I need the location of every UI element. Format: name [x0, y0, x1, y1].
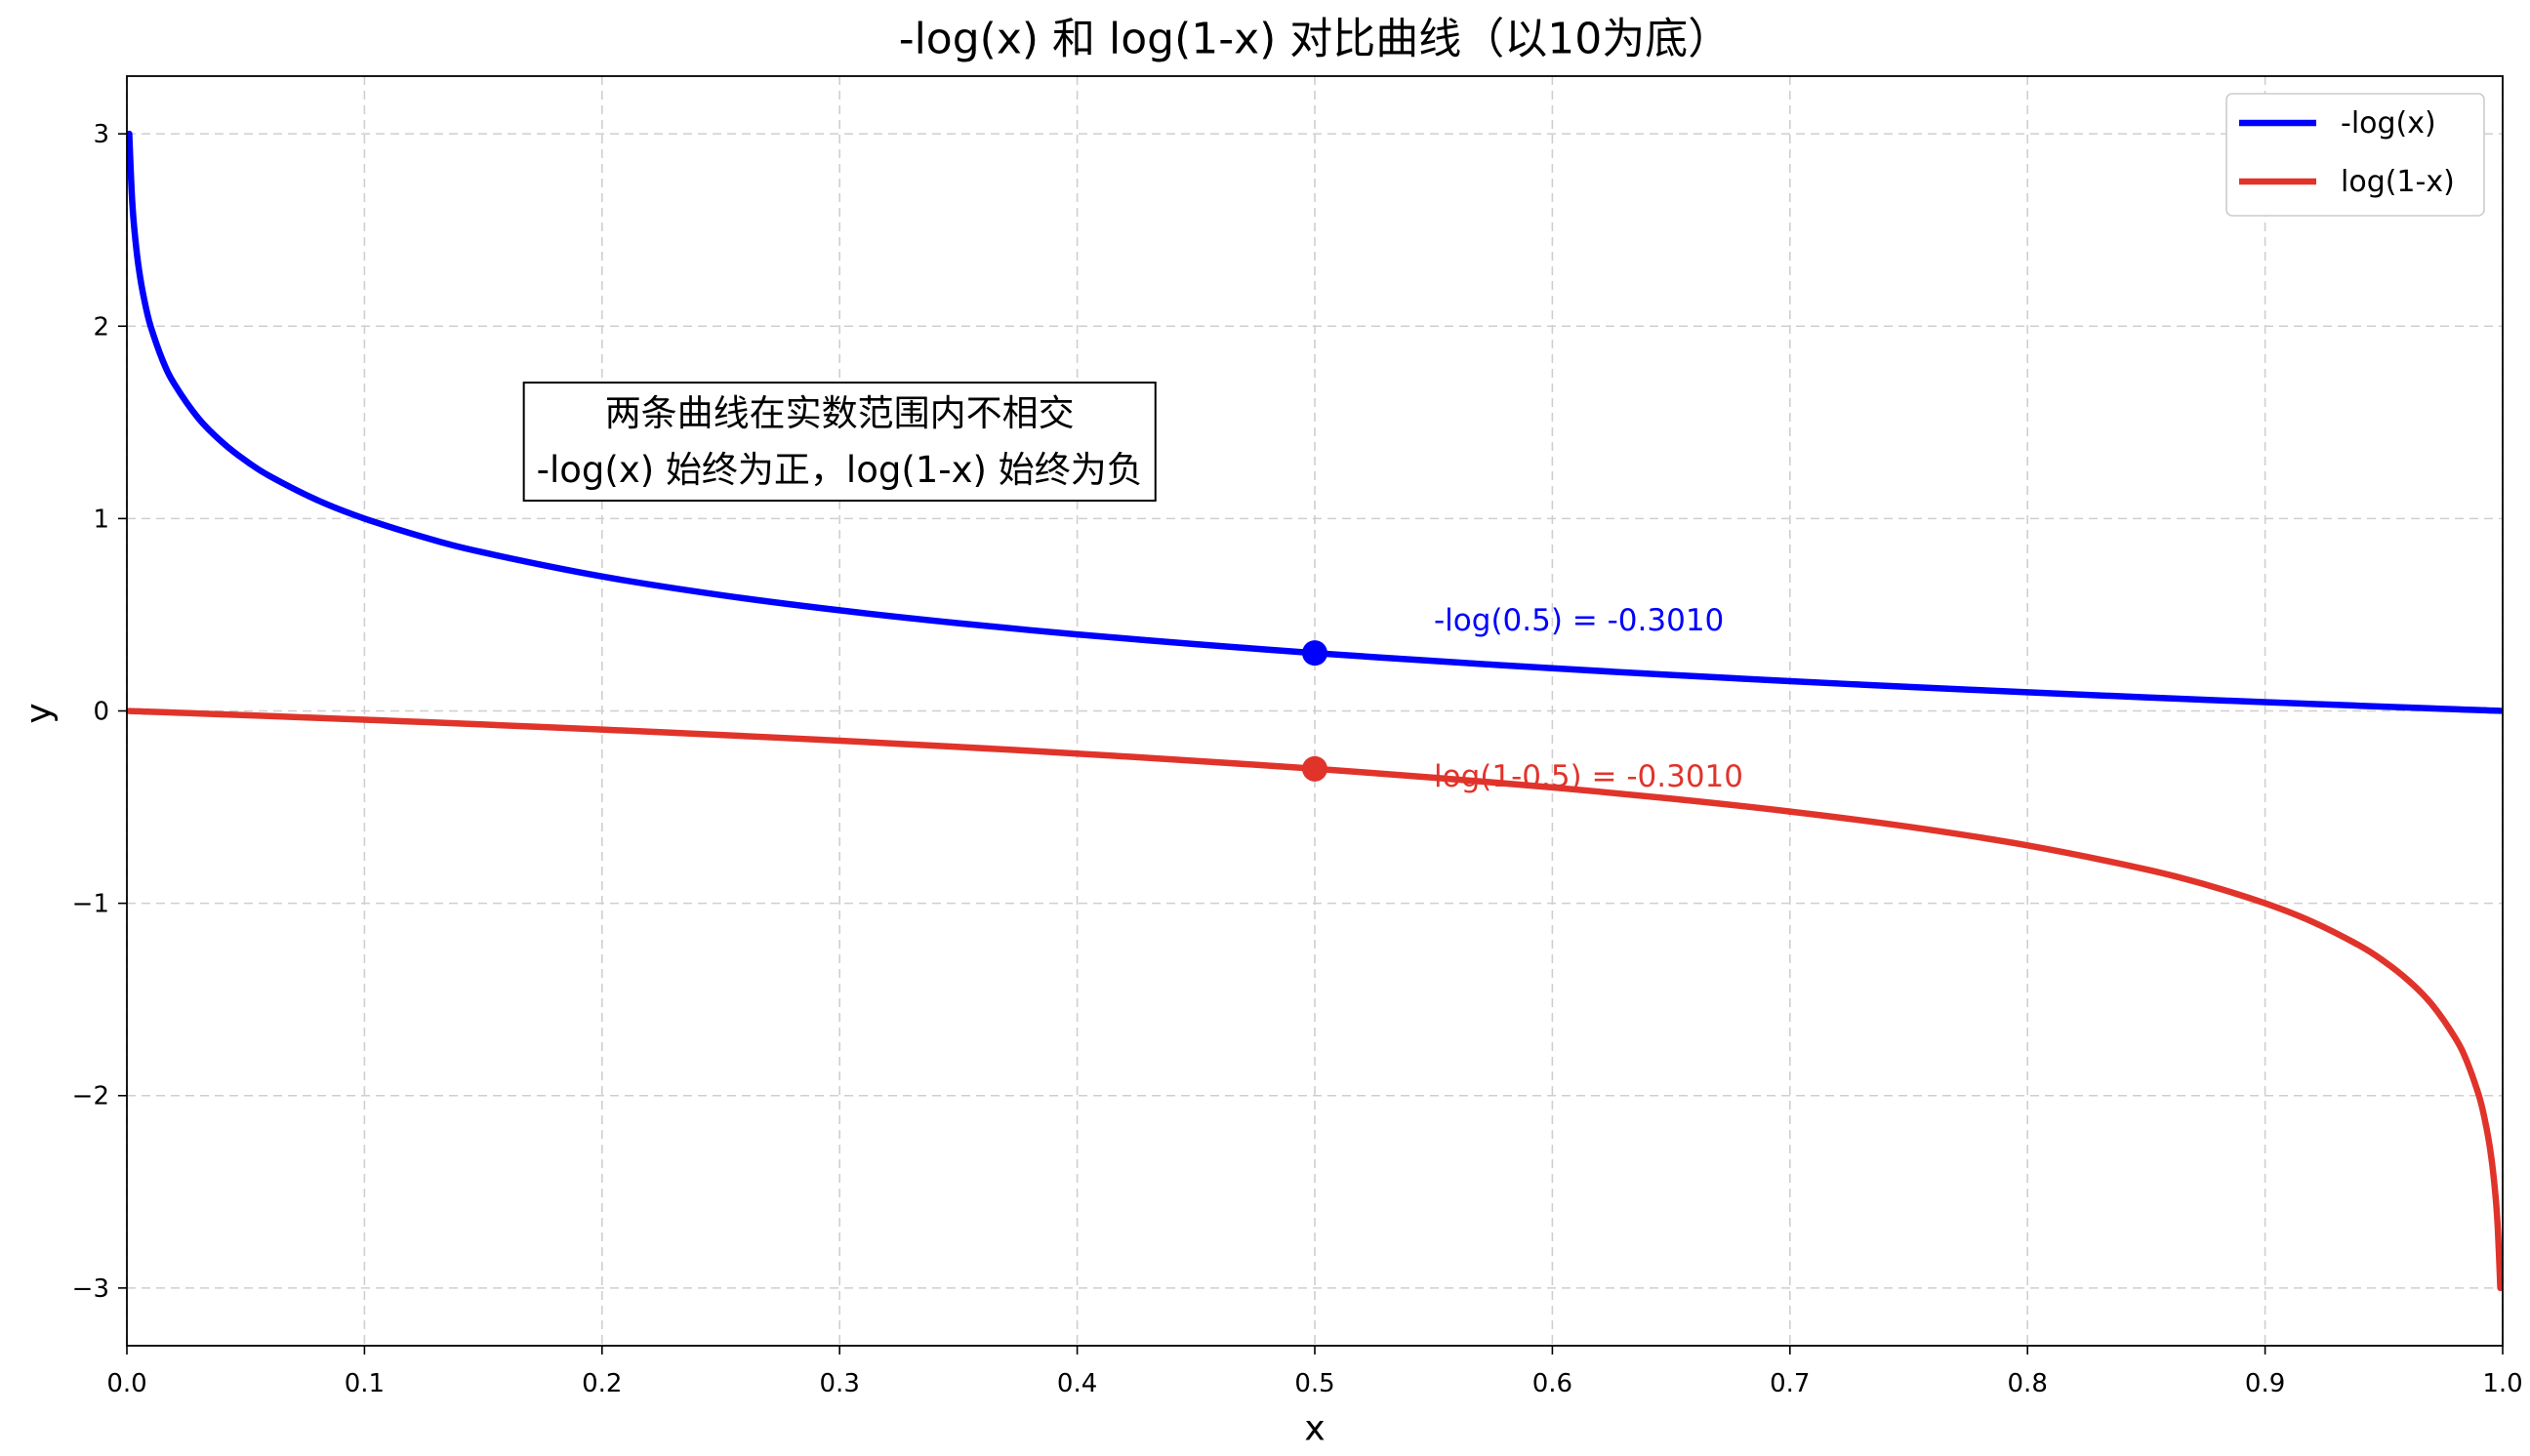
y-axis-label: y — [20, 703, 60, 723]
x-axis-ticks: 0.0 0.1 0.2 0.3 0.4 0.5 0.6 0.7 0.8 0.9 1.0 — [106, 1346, 2523, 1398]
x-tick-label: 0.8 — [2008, 1369, 2048, 1398]
x-tick-label: 0.5 — [1294, 1369, 1334, 1398]
x-tick-label: 0.3 — [820, 1369, 860, 1398]
x-tick-label: 0.7 — [1770, 1369, 1810, 1398]
y-axis-ticks: −3 −2 −1 0 1 2 3 — [72, 120, 127, 1304]
y-tick-label: −2 — [72, 1082, 109, 1112]
y-tick-label: 0 — [93, 698, 109, 727]
highlight-points — [1302, 640, 1327, 782]
x-tick-label: 1.0 — [2482, 1369, 2522, 1398]
x-tick-label: 0.1 — [345, 1369, 385, 1398]
y-tick-label: 3 — [93, 120, 109, 149]
legend-label: -log(x) — [2341, 106, 2436, 141]
x-axis-label: x — [1304, 1409, 1325, 1449]
chart-title: -log(x) 和 log(1-x) 对比曲线（以10为底） — [899, 15, 1732, 64]
legend-label: log(1-x) — [2341, 165, 2455, 199]
x-tick-label: 0.6 — [1532, 1369, 1572, 1398]
x-tick-label: 0.2 — [582, 1369, 622, 1398]
note-box: 两条曲线在实数范围内不相交 -log(x) 始终为正，log(1-x) 始终为负 — [522, 382, 1157, 503]
y-tick-label: −1 — [72, 890, 109, 919]
legend-item: -log(x) — [2239, 106, 2436, 141]
point-label: -log(0.5) = -0.3010 — [1434, 603, 1724, 638]
point-labels: -log(0.5) = -0.3010 log(1-0.5) = -0.3010 — [1434, 603, 1743, 794]
legend-item: log(1-x) — [2239, 165, 2455, 199]
y-tick-label: −3 — [72, 1274, 109, 1304]
x-tick-label: 0.0 — [106, 1369, 146, 1398]
point-label: log(1-0.5) = -0.3010 — [1434, 759, 1743, 794]
note-line: -log(x) 始终为正，log(1-x) 始终为负 — [537, 449, 1143, 491]
x-tick-label: 0.4 — [1057, 1369, 1097, 1398]
y-tick-label: 1 — [93, 505, 109, 534]
y-tick-label: 2 — [93, 312, 109, 342]
note-box-frame — [522, 382, 1157, 503]
x-tick-label: 0.9 — [2245, 1369, 2285, 1398]
highlight-point — [1302, 640, 1327, 667]
highlight-point — [1302, 755, 1327, 782]
note-line: 两条曲线在实数范围内不相交 — [605, 392, 1075, 434]
legend: -log(x) log(1-x) — [2225, 93, 2485, 217]
